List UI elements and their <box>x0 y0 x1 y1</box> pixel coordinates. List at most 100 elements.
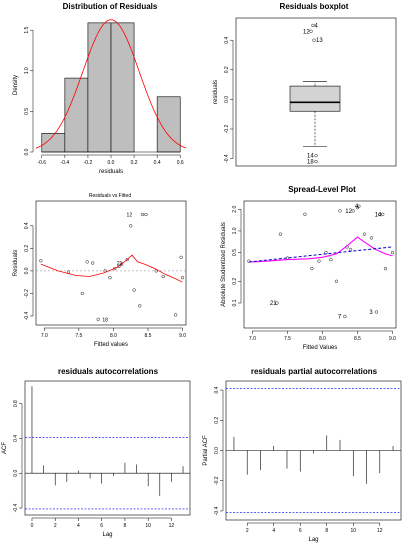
pacf-x-tick-label: 2 <box>246 528 249 534</box>
boxplot-outlier-label: 14 <box>307 154 314 160</box>
studentized-residual-point <box>383 266 388 271</box>
residual-point <box>180 276 185 280</box>
boxplot-outlier-label: 18 <box>307 160 314 166</box>
residuals-vs-fitted-panel: 12 21 18 Residuals vs Fitted 7.0 7.5 8.0 8.5 9.0… <box>13 193 187 348</box>
histogram-x-tick-label: 0.0 <box>108 160 115 166</box>
spread-level-y-tick-label: 0.1 <box>232 299 238 306</box>
outlier-point <box>357 204 361 208</box>
residual-point <box>179 255 183 259</box>
boxplot-title: Residuals boxplot <box>280 2 349 11</box>
acf-y-tick-label: 0.0 <box>13 470 19 477</box>
spread-level-y-label: Absolute Studentized Residuals <box>221 222 227 307</box>
pacf-y-tick-label: -0.4 <box>214 506 220 515</box>
boxplot-outlier-label: 12 <box>303 29 310 35</box>
boxplot-outlier-label: 13 <box>316 38 323 44</box>
outlier-id-label: 7 <box>338 314 342 320</box>
histogram-x-tick-label: 0.2 <box>131 160 138 166</box>
acf-x-tick-label: 8 <box>124 523 127 529</box>
residuals-vs-fitted-plot-frame <box>35 200 187 326</box>
residual-point <box>132 288 136 292</box>
pacf-y-tick-label: 0.4 <box>214 386 220 393</box>
residuals-vs-fitted-y-tick-label: -0.4 <box>24 311 30 320</box>
spread-level-y-tick-label: 1.0 <box>232 227 238 234</box>
histogram-y-tick-label: 0.0 <box>24 148 30 155</box>
studentized-residual-point <box>278 232 283 236</box>
histogram-x-tick-label: 0.6 <box>177 160 184 166</box>
histogram-panel: Distribution of Residuals -0.6 -0.4 -0.2 0.0… <box>13 2 187 175</box>
studentized-residual-point <box>338 209 342 213</box>
spread-level-y-tick-label: 2.0 <box>232 206 238 213</box>
histogram-x-tick-label: -0.6 <box>37 160 46 166</box>
residuals-vs-fitted-x-tick-label: 9.0 <box>179 333 186 339</box>
histogram-title: Distribution of Residuals <box>63 2 158 11</box>
pacf-x-label: Lag <box>308 537 318 543</box>
residual-point <box>96 317 100 321</box>
spread-level-title: Spread-Level Plot <box>288 185 356 194</box>
residuals-vs-fitted-x-tick-label: 7.0 <box>41 333 48 339</box>
residual-point <box>161 274 165 279</box>
residual-point <box>140 212 145 217</box>
point-id-label: 18 <box>102 317 108 323</box>
outlier-id-label: 21 <box>270 301 277 307</box>
studentized-residual-point <box>247 259 251 263</box>
acf-panel: residuals autocorrelations 0 2 4 6 8 10 12 Lag -0… <box>2 367 191 538</box>
acf-plot-frame <box>24 380 191 516</box>
outlier-id-label: 4 <box>355 204 359 210</box>
residual-point <box>120 262 124 266</box>
spread-level-x-label: Fitted Values <box>303 345 338 351</box>
boxplot-outlier-point <box>314 154 318 158</box>
pacf-x-tick-label: 8 <box>325 528 328 534</box>
spread-smooth-line <box>248 236 393 263</box>
residual-point <box>80 291 84 296</box>
outlier-point <box>351 209 355 213</box>
residuals-vs-fitted-x-tick-label: 8.0 <box>110 333 117 339</box>
acf-y-tick-label: 0.8 <box>13 400 19 407</box>
boxplot-y-tick-label: -0.4 <box>224 154 230 163</box>
studentized-residual-point <box>334 279 339 283</box>
boxplot-y-tick-label: -0.2 <box>224 124 230 133</box>
spread-level-x-tick-label: 8.5 <box>354 336 361 342</box>
acf-y-tick-label: -0.4 <box>13 504 19 513</box>
normal-density-curve <box>35 19 187 149</box>
spread-level-x-tick-label: 8.0 <box>319 336 326 342</box>
boxplot-outlier-point <box>309 29 313 33</box>
acf-x-tick-label: 4 <box>77 523 80 529</box>
acf-x-tick-label: 0 <box>31 523 34 529</box>
acf-x-tick-label: 2 <box>54 523 57 529</box>
outlier-point <box>275 301 279 305</box>
pacf-title: residuals partial autocorrelations <box>251 367 378 376</box>
residuals-vs-fitted-y-label: Residuals <box>13 250 19 276</box>
histogram-bar <box>110 22 135 153</box>
residuals-vs-fitted-y-tick-label: 0.2 <box>24 245 30 252</box>
boxplot-outlier-point <box>314 159 318 164</box>
residual-point <box>91 261 95 265</box>
residual-point <box>129 224 133 228</box>
residuals-vs-fitted-subtitle: Residuals vs Fitted <box>89 193 131 199</box>
residual-point <box>138 304 142 308</box>
histogram-y-tick-label: 0.5 <box>24 108 30 115</box>
outlier-id-label: 12 <box>345 209 352 215</box>
spread-fit-line <box>248 246 393 263</box>
spread-level-x-tick-label: 7.0 <box>249 336 256 342</box>
outlier-id-label: 3 <box>369 310 373 316</box>
residual-point <box>125 257 129 262</box>
studentized-residual-point <box>362 232 367 236</box>
histogram-bar <box>87 22 112 153</box>
boxplot-outlier-label: 4 <box>315 23 319 29</box>
histogram-x-label: residuals <box>99 169 123 175</box>
pacf-y-label: Partial ACF <box>203 435 209 466</box>
acf-y-label: ACF <box>2 442 8 454</box>
residuals-vs-fitted-x-tick-label: 8.5 <box>145 333 152 339</box>
pacf-y-tick-label: 0.0 <box>214 447 220 454</box>
outlier-point <box>381 212 385 216</box>
pacf-panel: residuals partial autocorrelations 2 4 6 8 10… <box>203 367 402 543</box>
boxplot-y-tick-label: 0.0 <box>224 96 230 103</box>
boxplot-y-tick-label: 0.2 <box>224 66 230 73</box>
outlier-point <box>343 314 347 319</box>
boxplot-outlier-point <box>311 23 315 28</box>
studentized-residual-point <box>390 250 395 255</box>
residuals-vs-fitted-y-tick-label: -0.2 <box>24 289 30 298</box>
pacf-x-tick-label: 10 <box>350 528 356 534</box>
